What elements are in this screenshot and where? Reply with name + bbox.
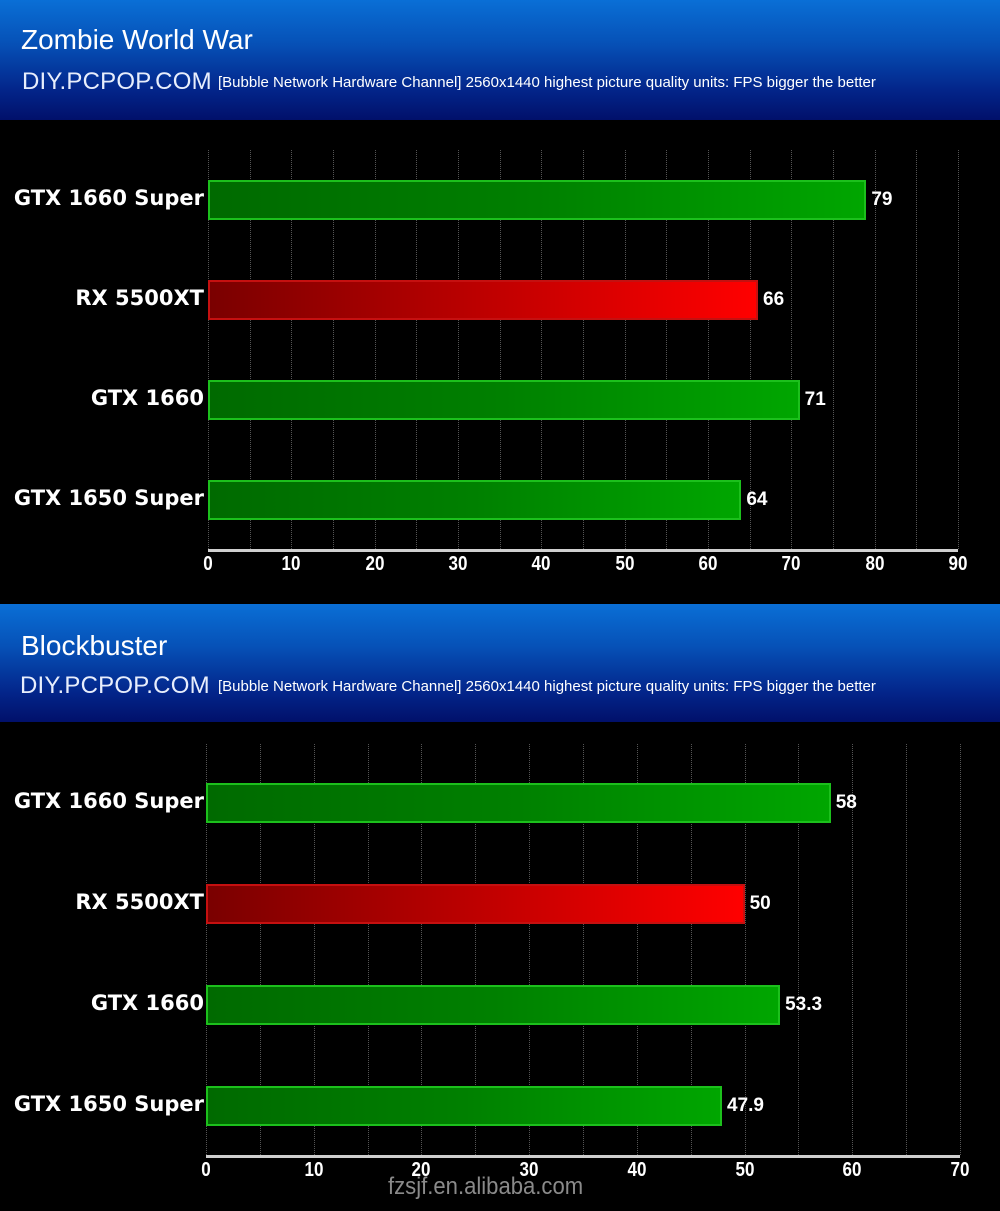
gridline bbox=[475, 744, 477, 1155]
x-tick-label: 50 bbox=[615, 553, 635, 575]
bar-value-label: 66 bbox=[763, 289, 785, 310]
x-tick-label: 20 bbox=[365, 553, 385, 575]
gridline bbox=[874, 150, 876, 549]
gridline bbox=[458, 150, 459, 549]
x-tick-label: 80 bbox=[865, 553, 885, 575]
chart-panel-zombie-world-war: Zombie World War DIY.PCPOP.COM [Bubble N… bbox=[0, 0, 1000, 604]
gridline bbox=[583, 744, 584, 1155]
bar-gtx-1650-super bbox=[206, 1086, 722, 1126]
gridline bbox=[744, 744, 746, 1155]
gridline bbox=[852, 744, 854, 1155]
gridline bbox=[249, 150, 251, 549]
bar-value-label: 50 bbox=[749, 893, 771, 914]
x-axis-line bbox=[206, 1155, 960, 1158]
x-tick-label: 0 bbox=[203, 553, 213, 575]
x-tick-label: 50 bbox=[735, 1159, 755, 1181]
bar-gtx-1660 bbox=[206, 985, 781, 1025]
gridline bbox=[666, 150, 668, 549]
category-label: GTX 1660 Super bbox=[13, 186, 204, 210]
x-tick-label: 60 bbox=[842, 1159, 862, 1181]
x-tick-label: 10 bbox=[281, 553, 301, 575]
gridline bbox=[916, 150, 918, 549]
chart-subtitle: [Bubble Network Hardware Channel] 2560x1… bbox=[218, 74, 876, 91]
gridline bbox=[529, 744, 531, 1155]
bar-rx-5500xt bbox=[208, 280, 758, 320]
x-axis-line bbox=[208, 549, 958, 552]
x-tick-label: 30 bbox=[448, 553, 468, 575]
gridline bbox=[374, 150, 376, 549]
gridline bbox=[313, 744, 315, 1155]
gridline bbox=[416, 150, 418, 549]
chart-header: Zombie World War DIY.PCPOP.COM [Bubble N… bbox=[0, 0, 1000, 120]
site-logo-text: DIY.PCPOP.COM bbox=[20, 672, 210, 699]
x-tick-label: 20 bbox=[411, 1159, 431, 1181]
gridline bbox=[541, 150, 543, 549]
gridline bbox=[906, 744, 908, 1155]
x-tick-label: 40 bbox=[531, 553, 551, 575]
bar-rx-5500xt bbox=[206, 884, 745, 924]
chart-subtitle: [Bubble Network Hardware Channel] 2560x1… bbox=[218, 678, 876, 695]
chart-title: Blockbuster bbox=[21, 630, 168, 661]
x-tick-label: 70 bbox=[781, 553, 801, 575]
gridline bbox=[749, 150, 751, 549]
bar-gtx-1660-super bbox=[206, 783, 831, 823]
bar-value-label: 58 bbox=[835, 792, 857, 813]
category-label: GTX 1650 Super bbox=[13, 486, 204, 510]
bar-gtx-1660-super bbox=[208, 180, 867, 220]
gridline bbox=[960, 744, 961, 1155]
gridline bbox=[798, 744, 800, 1155]
bar-value-label: 71 bbox=[804, 389, 826, 410]
category-label: GTX 1660 Super bbox=[13, 789, 204, 813]
bar-value-label: 53.3 bbox=[785, 994, 823, 1015]
x-tick-label: 0 bbox=[201, 1159, 211, 1181]
x-tick-label: 10 bbox=[304, 1159, 324, 1181]
category-label: GTX 1660 bbox=[90, 386, 204, 410]
gridline bbox=[291, 150, 293, 549]
gridline bbox=[624, 150, 626, 549]
gridline bbox=[833, 150, 834, 549]
x-tick-label: 30 bbox=[519, 1159, 539, 1181]
category-label: RX 5500XT bbox=[75, 286, 204, 310]
gridline bbox=[958, 150, 959, 549]
x-tick-label: 60 bbox=[698, 553, 718, 575]
chart-panel-blockbuster: Blockbuster DIY.PCPOP.COM [Bubble Networ… bbox=[0, 604, 1000, 1211]
bar-gtx-1650-super bbox=[208, 480, 742, 520]
gridline bbox=[636, 744, 638, 1155]
gridline bbox=[791, 150, 793, 549]
x-tick-label: 70 bbox=[950, 1159, 970, 1181]
watermark: fzsjf.en.alibaba.com bbox=[388, 1173, 584, 1200]
gridline bbox=[333, 150, 334, 549]
bar-value-label: 64 bbox=[746, 489, 768, 510]
gridline bbox=[708, 150, 709, 549]
category-label: GTX 1650 Super bbox=[13, 1092, 204, 1116]
plot-area: 0 10 20 30 40 50 60 70 80 90 GTX 1660 Super 79 RX 55… bbox=[0, 0, 1000, 604]
bar-value-label: 79 bbox=[871, 189, 893, 210]
x-tick-label: 40 bbox=[627, 1159, 647, 1181]
gridline bbox=[367, 744, 369, 1155]
x-tick-label: 90 bbox=[948, 553, 968, 575]
gridline bbox=[208, 150, 209, 549]
category-label: GTX 1660 bbox=[90, 991, 204, 1015]
plot-area: 0 10 20 30 40 50 60 70 GTX 1660 Super 58 RX 5500XT… bbox=[0, 604, 1000, 1211]
gridline bbox=[499, 150, 501, 549]
gridline bbox=[583, 150, 584, 549]
gridline bbox=[421, 744, 423, 1155]
gridline bbox=[259, 744, 261, 1155]
category-label: RX 5500XT bbox=[75, 890, 204, 914]
chart-header: Blockbuster DIY.PCPOP.COM [Bubble Networ… bbox=[0, 604, 1000, 722]
gridline bbox=[690, 744, 692, 1155]
site-logo-text: DIY.PCPOP.COM bbox=[22, 68, 212, 95]
chart-title: Zombie World War bbox=[21, 24, 253, 55]
bar-gtx-1660 bbox=[208, 380, 800, 420]
gridline bbox=[206, 744, 207, 1155]
bar-value-label: 47.9 bbox=[726, 1095, 764, 1116]
